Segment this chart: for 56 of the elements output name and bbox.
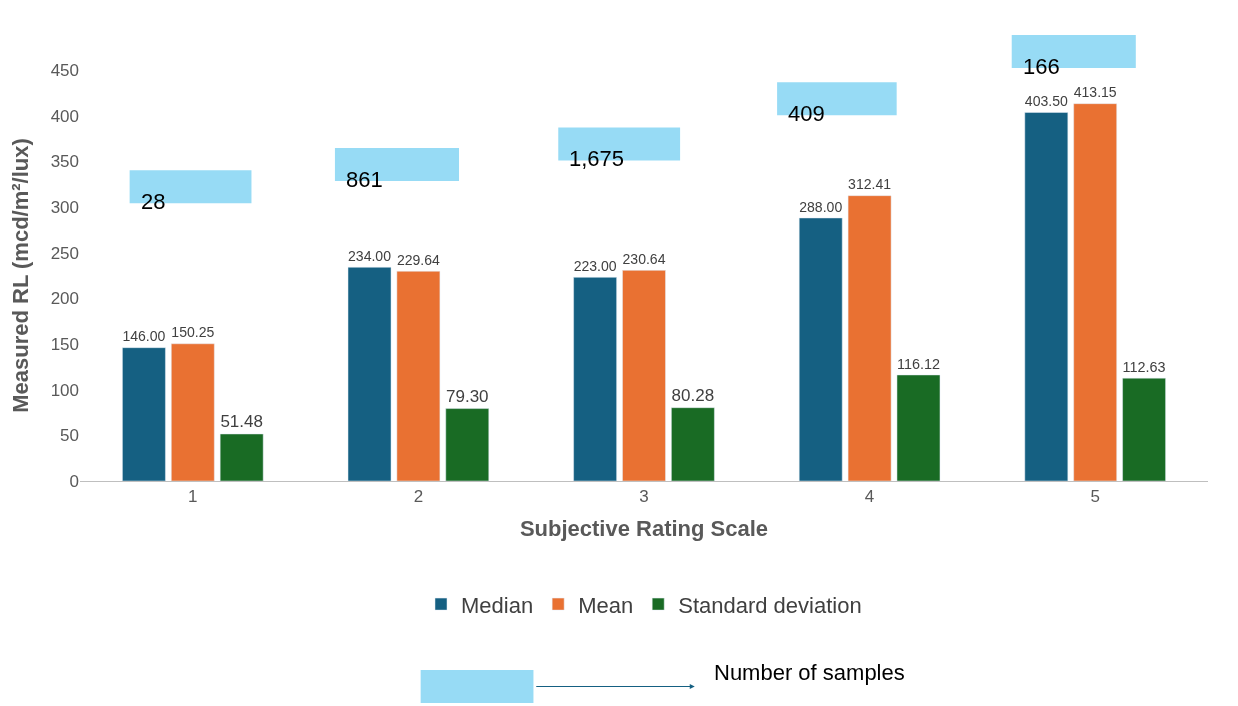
data-label: 413.15 — [1073, 84, 1117, 101]
data-label: 51.48 — [220, 411, 263, 431]
bar — [1122, 377, 1166, 481]
legend-label: Median — [461, 592, 534, 618]
annotation: 1,675 — [569, 146, 625, 171]
bar — [1073, 103, 1117, 481]
bar — [896, 374, 941, 481]
data-label: 223.00 — [573, 258, 617, 275]
y-tick-label: 100 — [50, 380, 79, 400]
bar — [122, 347, 166, 481]
x-tick-label: 2 — [413, 487, 424, 507]
x-tick-label: 1 — [188, 487, 198, 507]
bar — [573, 277, 617, 481]
data-label: 79.30 — [446, 386, 489, 406]
legend-label: Mean — [578, 592, 634, 618]
y-tick-label: 400 — [50, 106, 79, 126]
x-tick-label: 4 — [864, 487, 875, 507]
data-label: 80.28 — [671, 385, 715, 405]
x-axis-title: Subjective Rating Scale — [519, 516, 769, 542]
legend-label: Standard deviation — [678, 592, 862, 618]
y-tick-label: 200 — [50, 289, 79, 309]
bar — [847, 195, 892, 481]
annotation: 409 — [788, 101, 825, 126]
data-label: 230.64 — [622, 251, 666, 268]
bar — [171, 343, 215, 481]
x-tick-label: 3 — [639, 487, 649, 507]
y-tick-label: 50 — [60, 426, 79, 446]
data-label: 112.63 — [1122, 358, 1166, 375]
bar — [671, 407, 715, 481]
y-tick-label: 250 — [50, 243, 79, 263]
data-label: 229.64 — [396, 251, 441, 268]
data-label: 403.50 — [1024, 93, 1068, 110]
data-label: 116.12 — [896, 355, 940, 372]
annotation: 28 — [141, 189, 166, 214]
annotation: 861 — [346, 167, 383, 192]
data-label: 288.00 — [799, 198, 843, 215]
data-label: 312.41 — [848, 176, 892, 193]
data-label: 234.00 — [348, 247, 392, 264]
annotation: 166 — [1023, 54, 1060, 79]
y-tick-label: 350 — [50, 152, 79, 172]
data-label: 150.25 — [171, 324, 215, 341]
bar — [445, 408, 490, 481]
text: Number of samples — [714, 660, 905, 685]
y-tick-label: 450 — [50, 60, 79, 80]
y-tick-label: 0 — [69, 471, 79, 491]
bar — [798, 217, 843, 481]
bar — [1024, 112, 1069, 481]
bar — [622, 270, 666, 481]
bar — [396, 271, 441, 481]
bar — [347, 267, 392, 481]
bar — [219, 433, 264, 481]
y-tick-label: 150 — [50, 334, 79, 354]
y-axis-title: Measured RL (mcd/m²/lux) — [8, 138, 34, 413]
x-tick-label: 5 — [1090, 487, 1100, 507]
data-label: 146.00 — [122, 328, 166, 345]
y-tick-label: 300 — [50, 197, 79, 217]
